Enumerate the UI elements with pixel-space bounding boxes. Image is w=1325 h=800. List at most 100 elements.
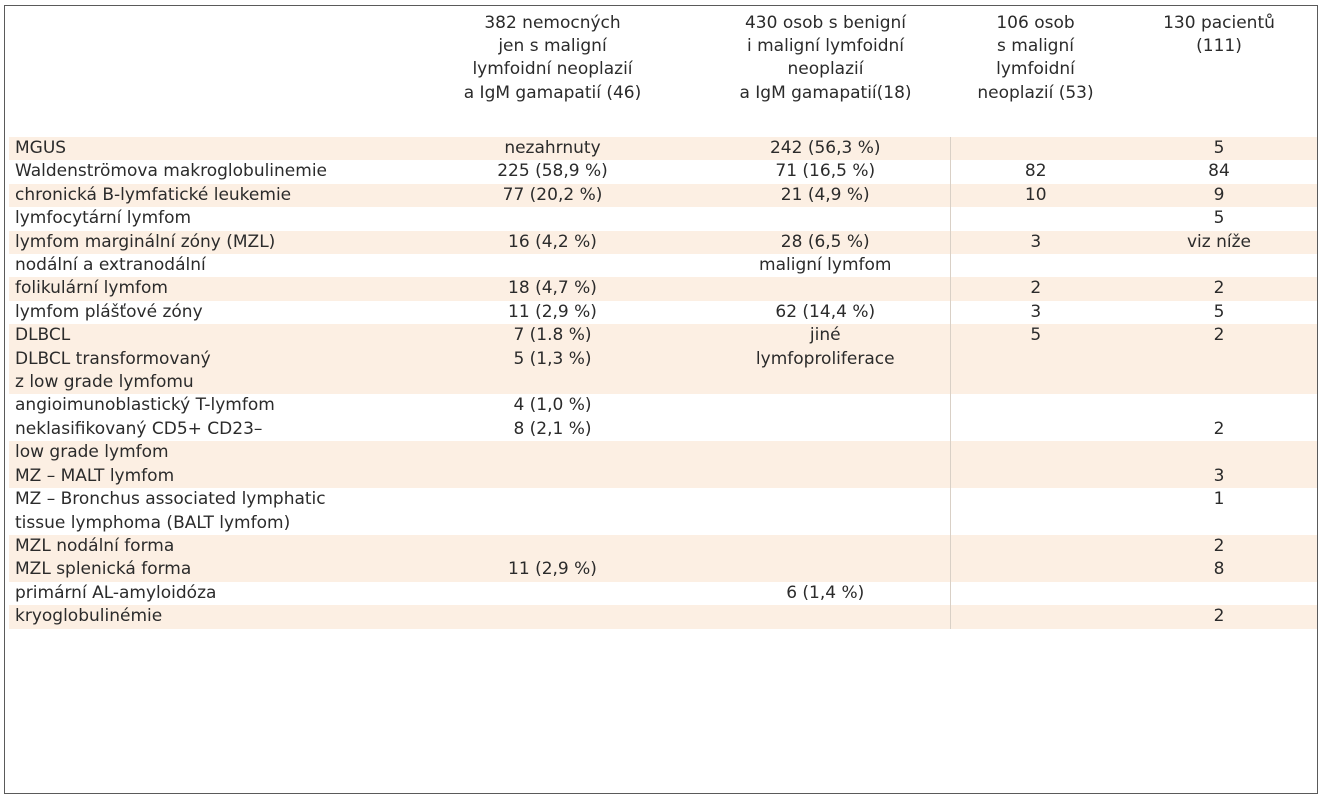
table-cell: 7 (1.8 %) [404,324,701,348]
table-cell [404,488,701,511]
table-cell: 18 (4,7 %) [404,277,701,301]
table-cell [1121,371,1317,395]
table-row: MZL nodální forma 2 [9,534,1317,559]
table-cell: 6 (1,4 %) [786,582,865,603]
header-382-line: 382 nemocných jen s maligní lymfoidní neop… [463,13,642,103]
table-cell [949,534,1121,559]
table-row: kryoglobulinémie 2 [9,605,1317,629]
table-cell: 11 (2,9 %) [508,301,597,322]
table-cell [404,371,701,395]
table-cell [949,371,1121,395]
table-row: lymfom plášťové zóny 11 (2,9 %) 62 (14,4 %… [9,300,1317,325]
row-label: MZL splenická forma [9,558,404,582]
header-row: 382 nemocných jen s maligní lymfoidní neop… [9,6,1317,137]
row-label: MZL nodální forma [9,534,404,559]
table-row: folikulární lymfom 18 (4,7 %) 2 2 [9,277,1317,301]
table-row: MGUS nezahrnuty 242 (56,3 %) 5 [9,137,1317,161]
table-cell [949,605,1121,629]
table-row: DLBCL transformovaný 5 (1,3 %) lymfoprolif… [9,347,1317,372]
table-row: MZ – Bronchus associated lymphatic 1 [9,488,1317,512]
header-cell-106: 106 osob s maligní lymfoidní neoplazií (53) [950,6,1121,137]
table-cell: 4 (1,0 %) [513,395,592,416]
table-cell [949,207,1121,231]
table-cell: 2 [949,277,1121,301]
table-cell: 5 (1,3 %) [404,347,701,372]
table-cell [701,371,950,395]
row-label: low grade lymfom [9,441,404,465]
row-label: MGUS [9,137,404,161]
table-cell: 2 [1213,418,1225,439]
table-cell [1121,582,1317,605]
row-label: kryoglobulinémie [9,605,404,629]
table-cell: 21 (4,9 %) [701,183,950,208]
row-label: lymfom marginální zóny (MZL) [9,230,404,255]
row-label: MZ – Bronchus associated lymphatic [15,489,326,510]
table-row: chronická B-lymfatické leukemie 77 (20,2 … [9,183,1317,208]
table-cell: 3 [1121,464,1317,489]
row-label: neklasifikovaný CD5+ CD23– [15,418,263,439]
row-label: z low grade lymfomu [9,371,404,395]
header-430-line: 430 osob s benigní i maligní lymfoidní neo… [739,13,912,103]
row-label: DLBCL transformovaný [9,347,404,372]
table-cell [949,464,1121,489]
table-cell: 2 [1121,534,1317,559]
table-row: nodální a extranodální maligní lymfom [9,254,1317,278]
row-label: folikulární lymfom [9,277,404,301]
table-cell [404,207,701,230]
row-label: chronická B-lymfatické leukemie [9,183,404,208]
table-cell: 9 [1121,183,1317,208]
table-body: MGUS nezahrnuty 242 (56,3 %) 5 Waldenströmov… [9,137,1317,629]
table-cell [949,441,1121,465]
table-cell [949,581,1121,606]
table-cell [949,394,1121,418]
table-cell: 242 (56,3 %) [701,137,950,161]
table-row: angioimunoblastický T-lymfom 4 (1,0 %) [9,394,1317,418]
table-cell: 8 [1121,558,1317,582]
table-cell [404,582,701,605]
table-cell [701,207,950,230]
table-frame: 382 nemocných jen s maligní lymfoidní neop… [4,5,1318,794]
table-cell: 5 [949,324,1121,348]
header-cell-382: 382 nemocných jen s maligní lymfoidní neop… [404,6,701,137]
table-cell [404,534,701,559]
row-label: DLBCL [9,324,404,348]
table-row: tissue lymphoma (BALT lymfom) [9,511,1317,535]
row-label: lymfom plášťové zóny [15,301,203,322]
table-cell: 2 [1121,324,1317,348]
table-cell [701,488,950,511]
table-cell [1121,347,1317,372]
table-cell [404,512,701,535]
table-cell: jiné [701,324,950,348]
table-cell [1121,441,1317,465]
table-cell [701,418,950,441]
table-cell: 8 (2,1 %) [513,418,592,439]
table-cell: 16 (4,2 %) [404,230,701,255]
table-row: MZL splenická forma 11 (2,9 %) 8 [9,558,1317,582]
table-cell [701,558,950,582]
table-cell [701,441,950,465]
table-row: neklasifikovaný CD5+ CD23– 8 (2,1 %) 2 [9,417,1317,442]
table-cell: 1 [1213,489,1225,510]
table-cell: 84 [1208,161,1230,182]
table-cell [1121,512,1317,535]
table-cell [701,534,950,559]
table-row: MZ – MALT lymfom 3 [9,464,1317,489]
table-cell: 10 [949,183,1121,208]
table-row: primární AL-amyloidóza 6 (1,4 %) [9,581,1317,606]
table-cell: 5 [1213,208,1225,229]
table-cell: lymfoproliferace [701,347,950,372]
row-label: angioimunoblastický T-lymfom [15,395,275,416]
table-row: Waldenströmova makroglobulinemie 225 (58,… [9,160,1317,184]
row-label: MZ – MALT lymfom [9,464,404,489]
table-cell [701,605,950,629]
table-cell: maligní lymfom [759,255,892,276]
table-cell: 3 [949,230,1121,255]
table-cell: 2 [1121,277,1317,301]
table-cell [701,512,950,535]
table-cell: 5 [1121,137,1317,161]
table-cell [1121,394,1317,417]
row-label: primární AL-amyloidóza [15,582,217,603]
table-cell: 28 (6,5 %) [701,230,950,255]
header-cell-430: 430 osob s benigní i maligní lymfoidní neo… [701,6,950,137]
table-cell [701,394,950,417]
